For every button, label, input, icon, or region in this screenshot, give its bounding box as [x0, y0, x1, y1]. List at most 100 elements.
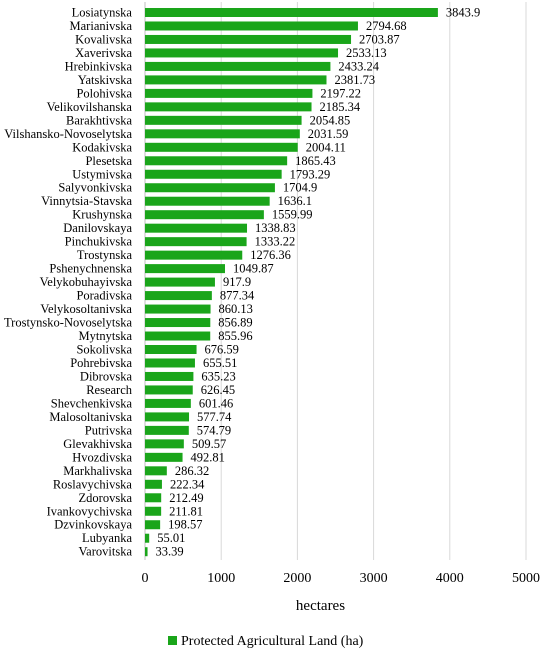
bar — [145, 210, 264, 220]
category-label: Zdorovska — [79, 491, 133, 505]
bar — [145, 169, 282, 179]
category-label: Velykosoltanivska — [40, 302, 132, 316]
bar — [145, 304, 211, 314]
category-label: Hvozdivska — [72, 450, 132, 464]
bar — [145, 277, 215, 287]
bar — [145, 466, 167, 476]
bar — [145, 223, 248, 233]
bar — [145, 8, 438, 17]
category-label: Dzvinkovskaya — [54, 518, 132, 532]
bar — [145, 196, 270, 206]
value-label: 33.39 — [156, 545, 184, 559]
bar — [145, 520, 161, 530]
value-label: 635.23 — [201, 369, 235, 383]
value-label: 1338.83 — [255, 221, 296, 235]
value-label: 574.79 — [197, 423, 231, 437]
category-label: Vilshansko-Novoselytska — [4, 127, 132, 141]
value-label: 2703.87 — [359, 32, 400, 46]
value-label: 509.57 — [192, 437, 226, 451]
category-label: Danilovskaya — [63, 221, 132, 235]
category-label: Xaverivska — [75, 46, 132, 60]
bar — [145, 547, 148, 557]
category-label: Markhalivska — [63, 464, 132, 478]
value-label: 855.96 — [218, 329, 252, 343]
category-label: Kovalivska — [75, 32, 132, 46]
value-label: 601.46 — [199, 396, 233, 410]
legend-swatch — [168, 636, 177, 645]
value-label: 860.13 — [219, 302, 253, 316]
category-label: Hrebinkivska — [65, 59, 133, 73]
legend-label: Protected Agricultural Land (ha) — [181, 634, 364, 649]
value-label: 222.34 — [170, 477, 205, 491]
category-label: Dibrovska — [80, 369, 133, 383]
value-label: 577.74 — [197, 410, 232, 424]
x-tick-label: 0 — [142, 571, 149, 586]
value-label: 1276.36 — [250, 248, 291, 262]
category-label: Vinnytsia-Stavska — [41, 194, 132, 208]
category-label: Marianivska — [70, 19, 133, 33]
bar — [145, 129, 300, 139]
bar — [145, 88, 313, 98]
bar — [145, 452, 183, 462]
x-tick-label: 1000 — [207, 571, 235, 586]
bar — [145, 318, 211, 328]
bar — [145, 533, 150, 543]
value-label: 55.01 — [157, 531, 185, 545]
category-label: Losiatynska — [72, 6, 133, 20]
value-label: 2794.68 — [366, 19, 407, 33]
bar — [145, 493, 162, 503]
value-label: 2054.85 — [310, 113, 351, 127]
category-label: Shevchenkivska — [51, 396, 133, 410]
value-label: 3843.9 — [446, 6, 480, 20]
category-label: Yatskivska — [78, 73, 133, 87]
category-label: Varovitska — [79, 545, 133, 559]
value-label: 1559.99 — [272, 208, 313, 222]
bar — [145, 371, 194, 381]
category-label: Plesetska — [85, 154, 132, 168]
bar — [145, 345, 197, 354]
category-label: Kodakivska — [72, 140, 132, 154]
bar — [145, 75, 327, 85]
bar — [145, 21, 358, 31]
category-label: Pshenychnenska — [49, 262, 132, 276]
value-label: 856.89 — [218, 316, 252, 330]
category-label: Salyvonkivska — [58, 181, 132, 195]
bar — [145, 398, 191, 408]
bar — [145, 142, 298, 152]
bar — [145, 331, 211, 341]
bars — [145, 8, 438, 557]
value-label: 2381.73 — [334, 73, 375, 87]
bar — [145, 264, 226, 274]
category-label: Polohivska — [76, 86, 132, 100]
value-label: 1865.43 — [295, 154, 336, 168]
x-axis-title: hectares — [296, 598, 345, 614]
bar — [145, 385, 193, 395]
value-label: 198.57 — [168, 518, 202, 532]
category-label: Velykobuhayivska — [40, 275, 133, 289]
bar — [145, 425, 189, 435]
value-label: 2433.24 — [338, 59, 379, 73]
bar — [145, 506, 162, 516]
x-tick-label: 2000 — [283, 571, 311, 586]
bar — [145, 439, 184, 449]
category-label: Malosoltanivska — [49, 410, 132, 424]
value-label: 877.34 — [220, 289, 255, 303]
value-label: 2185.34 — [320, 100, 361, 114]
bar — [145, 115, 302, 125]
legend: Protected Agricultural Land (ha) — [168, 634, 364, 649]
category-label: Putrivska — [85, 423, 133, 437]
value-label: 676.59 — [205, 343, 239, 357]
category-label: Velikovilshanska — [47, 100, 133, 114]
category-label: Trostynsko-Novoselytska — [4, 316, 132, 330]
bar — [145, 102, 312, 112]
value-label: 211.81 — [169, 504, 203, 518]
value-label: 492.81 — [191, 450, 225, 464]
value-label: 1049.87 — [233, 262, 274, 276]
category-label: Pohrebivska — [70, 356, 132, 370]
bar — [145, 183, 275, 193]
bar — [145, 250, 243, 260]
value-label: 2004.11 — [306, 140, 346, 154]
category-label: Research — [86, 383, 133, 397]
bar — [145, 156, 288, 166]
